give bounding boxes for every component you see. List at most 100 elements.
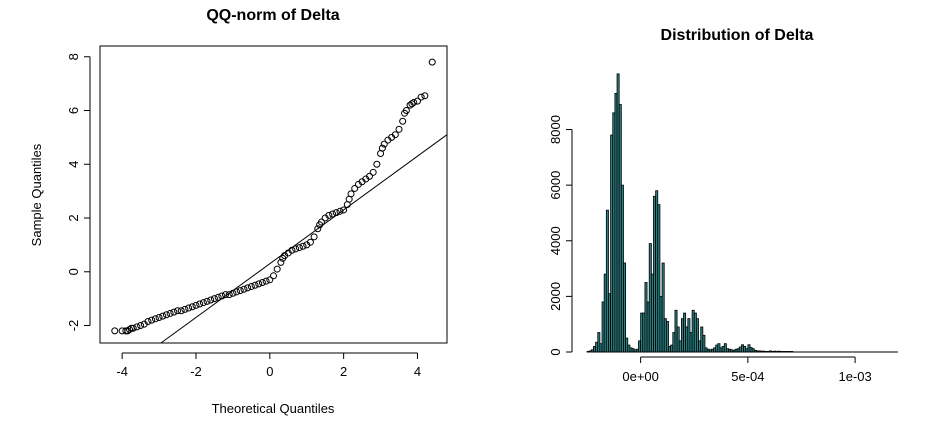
- qq-point: [210, 295, 218, 303]
- qq-point: [222, 291, 230, 299]
- qq-x-tick-label: 4: [414, 364, 421, 379]
- histogram-y-tick-label: 2000: [548, 282, 563, 311]
- qq-point: [340, 206, 348, 214]
- qq-point: [351, 184, 359, 192]
- qq-point: [329, 210, 337, 218]
- qq-reference-line-group: [160, 134, 448, 344]
- qq-point: [203, 297, 211, 305]
- qq-point: [277, 258, 285, 266]
- qq-point: [214, 293, 222, 301]
- qq-point: [255, 280, 263, 288]
- qq-y-tick-label: 2: [66, 214, 81, 221]
- histogram-x-axis: 0e+00 5e-04 1e-03: [622, 356, 872, 384]
- histogram-y-tick-label: 4000: [548, 226, 563, 255]
- qq-point: [174, 307, 182, 315]
- qq-point: [188, 303, 196, 311]
- qq-point: [306, 238, 314, 246]
- qq-y-tick-label: 8: [66, 53, 81, 60]
- qq-point: [218, 292, 226, 300]
- qq-point: [410, 98, 418, 106]
- qq-point: [310, 233, 318, 241]
- qq-point: [295, 244, 303, 252]
- qq-point: [181, 305, 189, 313]
- histogram-x-tick-label: 0e+00: [622, 369, 659, 384]
- qq-point: [155, 313, 163, 321]
- qq-point: [373, 160, 381, 168]
- qq-point: [258, 279, 266, 287]
- histogram-y-axis: 0 2000 4000 6000 8000: [548, 115, 573, 356]
- histogram-title: Distribution of Delta: [661, 27, 814, 44]
- qq-point: [332, 209, 340, 217]
- qq-point: [196, 300, 204, 308]
- qq-point: [159, 312, 167, 320]
- histogram-x-tick-label: 1e-03: [838, 369, 871, 384]
- qq-y-tick-label: 0: [66, 268, 81, 275]
- qq-point: [162, 311, 170, 319]
- qq-y-tick-label: 6: [66, 107, 81, 114]
- histogram-y-tick-label: 6000: [548, 171, 563, 200]
- histogram-y-tick-label: 8000: [548, 115, 563, 144]
- qq-point: [192, 301, 200, 309]
- qq-y-tick-label: -2: [66, 320, 81, 332]
- qq-x-tick-label: 0: [266, 364, 273, 379]
- qq-point: [391, 131, 399, 139]
- histogram-bars-group: [586, 73, 898, 353]
- qq-y-tick-label: 4: [66, 161, 81, 168]
- qq-point: [144, 317, 152, 325]
- qq-point: [336, 207, 344, 215]
- qq-points-group: [111, 58, 436, 335]
- qq-point: [402, 107, 410, 115]
- qq-point: [229, 289, 237, 297]
- qq-x-tick-label: 2: [340, 364, 347, 379]
- qq-point: [170, 308, 178, 316]
- qq-point: [166, 309, 174, 317]
- qq-point: [247, 283, 255, 291]
- qq-point: [395, 125, 403, 133]
- qq-point: [417, 93, 425, 101]
- qq-point: [380, 140, 388, 148]
- qq-x-axis-label: Theoretical Quantiles: [212, 401, 335, 416]
- qq-point: [378, 144, 386, 152]
- qq-point: [365, 172, 373, 180]
- qq-point: [177, 307, 185, 315]
- qq-point: [408, 100, 416, 108]
- qq-point: [369, 168, 377, 176]
- qq-point: [244, 284, 252, 292]
- qq-point: [126, 326, 134, 334]
- qq-point: [129, 324, 137, 332]
- histogram-y-tick-label: 0: [548, 348, 563, 355]
- qq-point: [133, 323, 141, 331]
- histogram-x-tick-label: 5e-04: [731, 369, 764, 384]
- qq-point: [262, 277, 270, 285]
- qq-point: [413, 97, 421, 105]
- qq-x-axis: -4 -2 0 2 4: [116, 352, 421, 379]
- qq-point: [270, 272, 277, 280]
- qq-point: [317, 218, 325, 226]
- histogram-panel: Distribution of Delta 0e+00 5e-04 1e-03 0 2…: [548, 27, 898, 384]
- qq-reference-line: [160, 134, 448, 344]
- qq-x-tick-label: -2: [190, 364, 202, 379]
- qq-y-axis: -2 0 2 4 6 8: [66, 53, 91, 332]
- qq-point: [421, 92, 429, 100]
- qq-point: [233, 288, 241, 296]
- qq-point: [266, 276, 274, 284]
- qq-point: [399, 117, 407, 125]
- qq-point: [292, 245, 300, 253]
- qq-point: [325, 211, 333, 219]
- qq-point: [428, 58, 436, 66]
- qq-point: [347, 190, 355, 198]
- qq-plot-panel: QQ-norm of Delta -4 -2 0 2 4 -2 0 2 4 6 8 Theoret…: [29, 7, 448, 416]
- qq-plot-frame: [99, 45, 448, 344]
- qq-point: [137, 322, 145, 330]
- qq-point: [122, 327, 130, 335]
- qq-point: [288, 246, 296, 254]
- qq-point: [240, 285, 248, 293]
- qq-point: [199, 299, 207, 307]
- qq-x-tick-label: -4: [116, 364, 128, 379]
- qq-point: [251, 281, 259, 289]
- qq-point: [236, 287, 244, 295]
- qq-y-axis-label: Sample Quantiles: [29, 143, 44, 246]
- qq-point: [207, 296, 215, 304]
- qq-point: [299, 242, 307, 250]
